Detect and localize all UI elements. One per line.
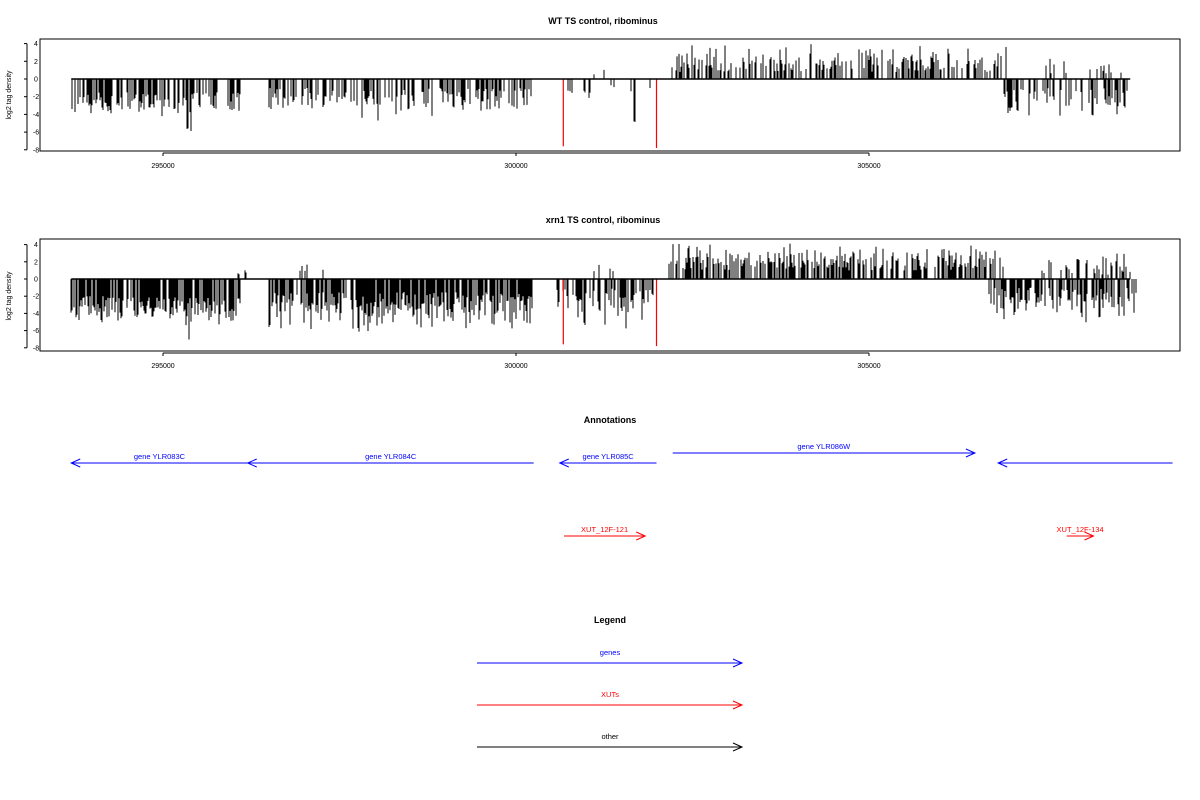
x-tick-label: 295000 [151,363,174,370]
legend-items: genes XUTs other [477,648,744,752]
annotation-label: gene YLR084C [365,452,417,461]
y-tick-label: -2 [33,294,39,301]
y-tick-label: 2 [34,59,38,66]
arrow-head [965,448,977,458]
arrow-head [246,458,257,468]
y-axis: 4 2 0 -2 -4 -6 -8 [24,41,39,154]
y-tick-label: -8 [33,147,39,154]
legend-item: XUTs [477,690,744,710]
annotation-arrow: gene YLR084C [246,452,534,468]
y-axis-label: log2 tag density [6,271,13,321]
annotation-arrow: gene YLR086W [672,442,977,458]
legend-item: other [477,732,744,752]
plot-frame [39,38,1181,152]
y-tick-label: -6 [33,328,39,335]
arrow-head [996,458,1008,468]
legend-title: Legend [594,615,626,625]
annotation-arrow: gene YLR083C [69,452,248,468]
arrow-head [732,700,744,710]
y-axis: 4 2 0 -2 -4 -6 -8 [24,242,39,352]
x-tick-label: 300000 [504,163,527,170]
annotation-items: gene YLR083C gene YLR084C gene YLR085C gene… [69,442,1173,541]
arrow-head [635,531,647,541]
bars-group [71,44,1131,149]
x-tick-label: 300000 [504,363,527,370]
x-axis: 295000 300000 305000 [151,352,881,370]
legend-label: genes [600,648,621,657]
y-axis-label: log2 tag density [6,70,13,120]
annotation-arrow: gene YLR085C [558,452,657,468]
y-tick-label: 4 [34,242,38,249]
annotations-track: Annotations gene YLR083C gene YLR084C gene… [69,415,1173,541]
arrow-head [732,742,744,752]
legend-item: genes [477,648,744,668]
y-tick-label: 2 [34,259,38,266]
y-tick-label: -6 [33,130,39,137]
legend: Legend genes XUTs other [477,615,744,752]
annotation-arrow [996,458,1173,468]
annotation-label: XUT_12F-134 [1057,525,1104,534]
y-tick-label: 0 [34,277,38,284]
annotations-title: Annotations [584,415,637,425]
arrow-head [732,658,744,668]
y-tick-label: 0 [34,77,38,84]
xrn1-ts-control-panel: xrn1 TS control, ribominus log2 tag dens… [6,215,1181,370]
y-tick-label: -2 [33,94,39,101]
bars-group [70,243,1137,347]
x-tick-label: 305000 [857,163,880,170]
y-tick-label: -8 [33,345,39,352]
arrow-head [558,458,569,468]
x-tick-label: 295000 [151,163,174,170]
annotation-arrow: XUT_12F-134 [1057,525,1104,541]
y-tick-label: -4 [33,112,39,119]
annotation-label: gene YLR086W [797,442,851,451]
panel-title: WT TS control, ribominus [548,16,658,26]
plot-frame [39,238,1181,352]
legend-label: XUTs [601,690,619,699]
annotation-label: gene YLR085C [583,452,635,461]
y-tick-label: -4 [33,311,39,318]
x-tick-label: 305000 [857,363,880,370]
wt-ts-control-panel: WT TS control, ribominus log2 tag densit… [6,16,1181,170]
x-axis: 295000 300000 305000 [151,152,881,170]
legend-label: other [601,732,619,741]
arrow-head [69,458,81,468]
panel-title: xrn1 TS control, ribominus [546,215,661,225]
annotation-arrow: XUT_12F-121 [564,525,647,541]
y-tick-label: 4 [34,41,38,48]
annotation-label: XUT_12F-121 [581,525,628,534]
annotation-label: gene YLR083C [134,452,186,461]
arrow-head [1084,531,1095,541]
